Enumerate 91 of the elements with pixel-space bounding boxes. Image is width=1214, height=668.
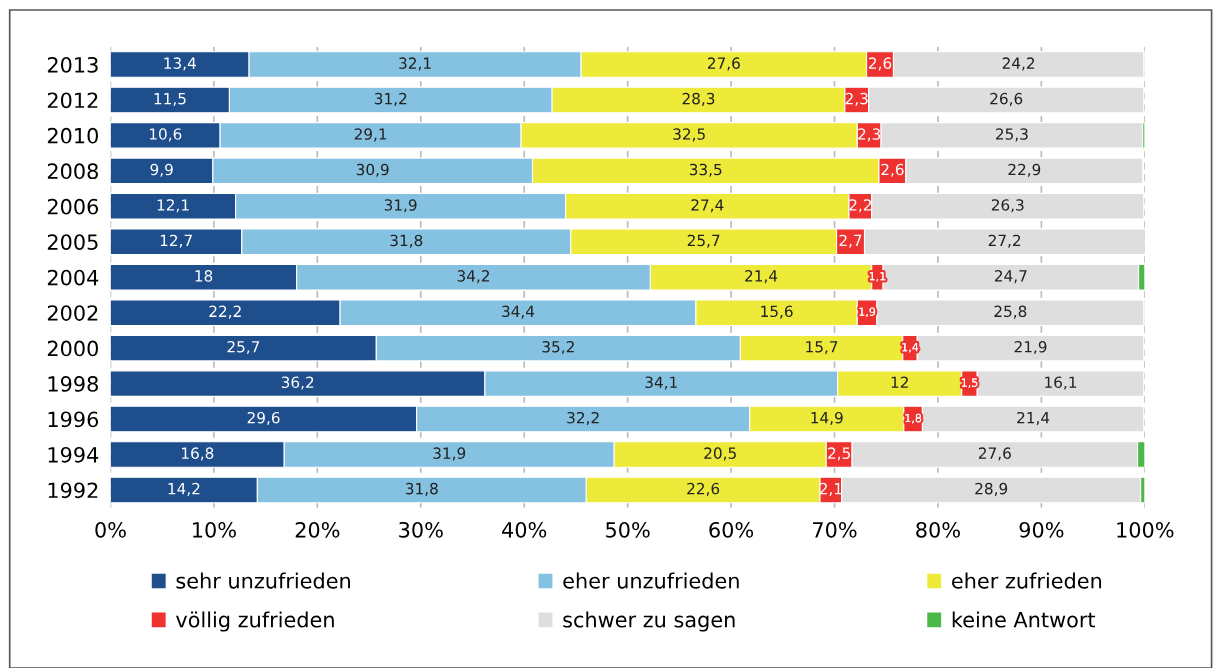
x-tick-label: 30% xyxy=(399,521,443,538)
data-label: 30,9 xyxy=(356,163,389,177)
data-label: 27,4 xyxy=(691,199,724,213)
data-label: 33,5 xyxy=(689,163,722,177)
y-tick-label: 2005 xyxy=(47,234,98,250)
data-label: 1,9 xyxy=(859,307,876,318)
data-label: 25,7 xyxy=(687,234,720,248)
data-label: 28,3 xyxy=(682,92,715,106)
data-label: 34,2 xyxy=(457,270,489,284)
data-label: 22,9 xyxy=(1008,163,1041,177)
x-tick-label: 90% xyxy=(1019,521,1064,538)
data-label: 31,9 xyxy=(384,199,417,213)
data-label: 12,1 xyxy=(157,199,189,213)
data-label: 27,6 xyxy=(707,57,740,71)
data-label: 2,5 xyxy=(828,447,850,461)
data-label: 13,4 xyxy=(164,57,196,71)
y-tick-label: 1998 xyxy=(48,376,98,392)
data-label: 31,8 xyxy=(405,482,438,496)
data-label: 18 xyxy=(195,270,213,282)
data-label: 14,9 xyxy=(811,411,843,426)
data-label: 32,1 xyxy=(399,57,431,71)
legend-label: völlig zufrieden xyxy=(176,611,334,632)
data-label: 29,6 xyxy=(247,411,280,426)
data-label: 2,6 xyxy=(881,163,904,177)
y-tick-label: 2004 xyxy=(47,269,99,286)
data-label: 14,2 xyxy=(168,482,200,496)
data-label: 20,5 xyxy=(704,447,736,461)
data-label: 2,7 xyxy=(839,234,862,248)
data-label: 31,2 xyxy=(374,92,407,106)
x-tick-label: 80% xyxy=(916,521,960,538)
y-tick-label: 2010 xyxy=(47,127,98,144)
data-label: 31,9 xyxy=(433,447,466,461)
y-tick-label: 2008 xyxy=(47,163,98,180)
y-tick-label: 1996 xyxy=(48,411,99,428)
data-label: 12,7 xyxy=(160,234,192,248)
data-label: 11,5 xyxy=(154,93,186,106)
data-label: 32,2 xyxy=(567,411,599,426)
data-label: 31,8 xyxy=(390,234,423,248)
legend-label: sehr unzufrieden xyxy=(176,572,350,589)
data-label: 34,4 xyxy=(502,305,535,319)
data-label: 24,7 xyxy=(994,270,1027,284)
data-label: 1,8 xyxy=(905,413,922,424)
data-label: 28,9 xyxy=(975,482,1008,496)
data-label: 36,2 xyxy=(281,376,314,390)
legend-label: keine Antwort xyxy=(952,611,1096,628)
data-label: 9,9 xyxy=(150,163,173,177)
data-label: 27,2 xyxy=(988,234,1021,248)
data-label: 2,3 xyxy=(858,128,881,142)
x-tick-label: 70% xyxy=(813,521,857,538)
data-label: 21,4 xyxy=(745,270,778,284)
data-label: 16,1 xyxy=(1045,376,1077,390)
y-tick-label: 2002 xyxy=(47,305,98,321)
data-label: 32,5 xyxy=(673,128,705,142)
data-label: 16,8 xyxy=(182,447,214,461)
y-tick-label: 2000 xyxy=(47,340,98,357)
data-label: 29,1 xyxy=(354,128,387,142)
x-tick-label: 50% xyxy=(606,521,650,538)
x-tick-label: 60% xyxy=(709,521,754,538)
x-tick-label: 100% xyxy=(1117,521,1174,538)
data-label: 21,9 xyxy=(1014,341,1047,355)
x-tick-label: 40% xyxy=(502,521,547,538)
data-label: 22,2 xyxy=(209,305,241,319)
data-label: 2,3 xyxy=(845,92,868,106)
legend-label: eher unzufrieden xyxy=(563,572,739,589)
data-label: 26,3 xyxy=(991,199,1024,213)
data-label: 2,2 xyxy=(849,199,871,213)
legend-label: eher zufrieden xyxy=(952,572,1102,589)
x-tick-label: 20% xyxy=(295,521,340,538)
data-label: 12 xyxy=(891,376,908,388)
x-tick-label: 0% xyxy=(95,521,126,538)
data-label: 22,6 xyxy=(687,482,720,496)
data-label: 21,4 xyxy=(1017,411,1050,426)
y-tick-label: 2012 xyxy=(47,92,98,109)
legend-label: schwer zu sagen xyxy=(563,611,735,632)
data-label: 25,7 xyxy=(227,341,260,355)
y-tick-label: 1994 xyxy=(48,446,99,463)
data-label: 35,2 xyxy=(542,341,574,355)
data-label: 25,8 xyxy=(994,305,1027,319)
data-label: 24,2 xyxy=(1002,57,1035,71)
data-label: 10,6 xyxy=(149,128,182,142)
x-tick-label: 10% xyxy=(193,521,236,538)
y-tick-label: 2006 xyxy=(47,198,99,215)
data-label: 25,3 xyxy=(996,128,1028,142)
data-label: 15,7 xyxy=(806,341,838,355)
data-label: 2,6 xyxy=(868,57,892,71)
data-label: 27,6 xyxy=(978,447,1011,461)
y-tick-label: 2013 xyxy=(47,56,98,73)
y-tick-label: 1992 xyxy=(48,482,98,499)
data-label: 34,1 xyxy=(645,376,677,390)
data-label: 26,6 xyxy=(990,92,1023,106)
data-label: 15,6 xyxy=(761,305,793,319)
